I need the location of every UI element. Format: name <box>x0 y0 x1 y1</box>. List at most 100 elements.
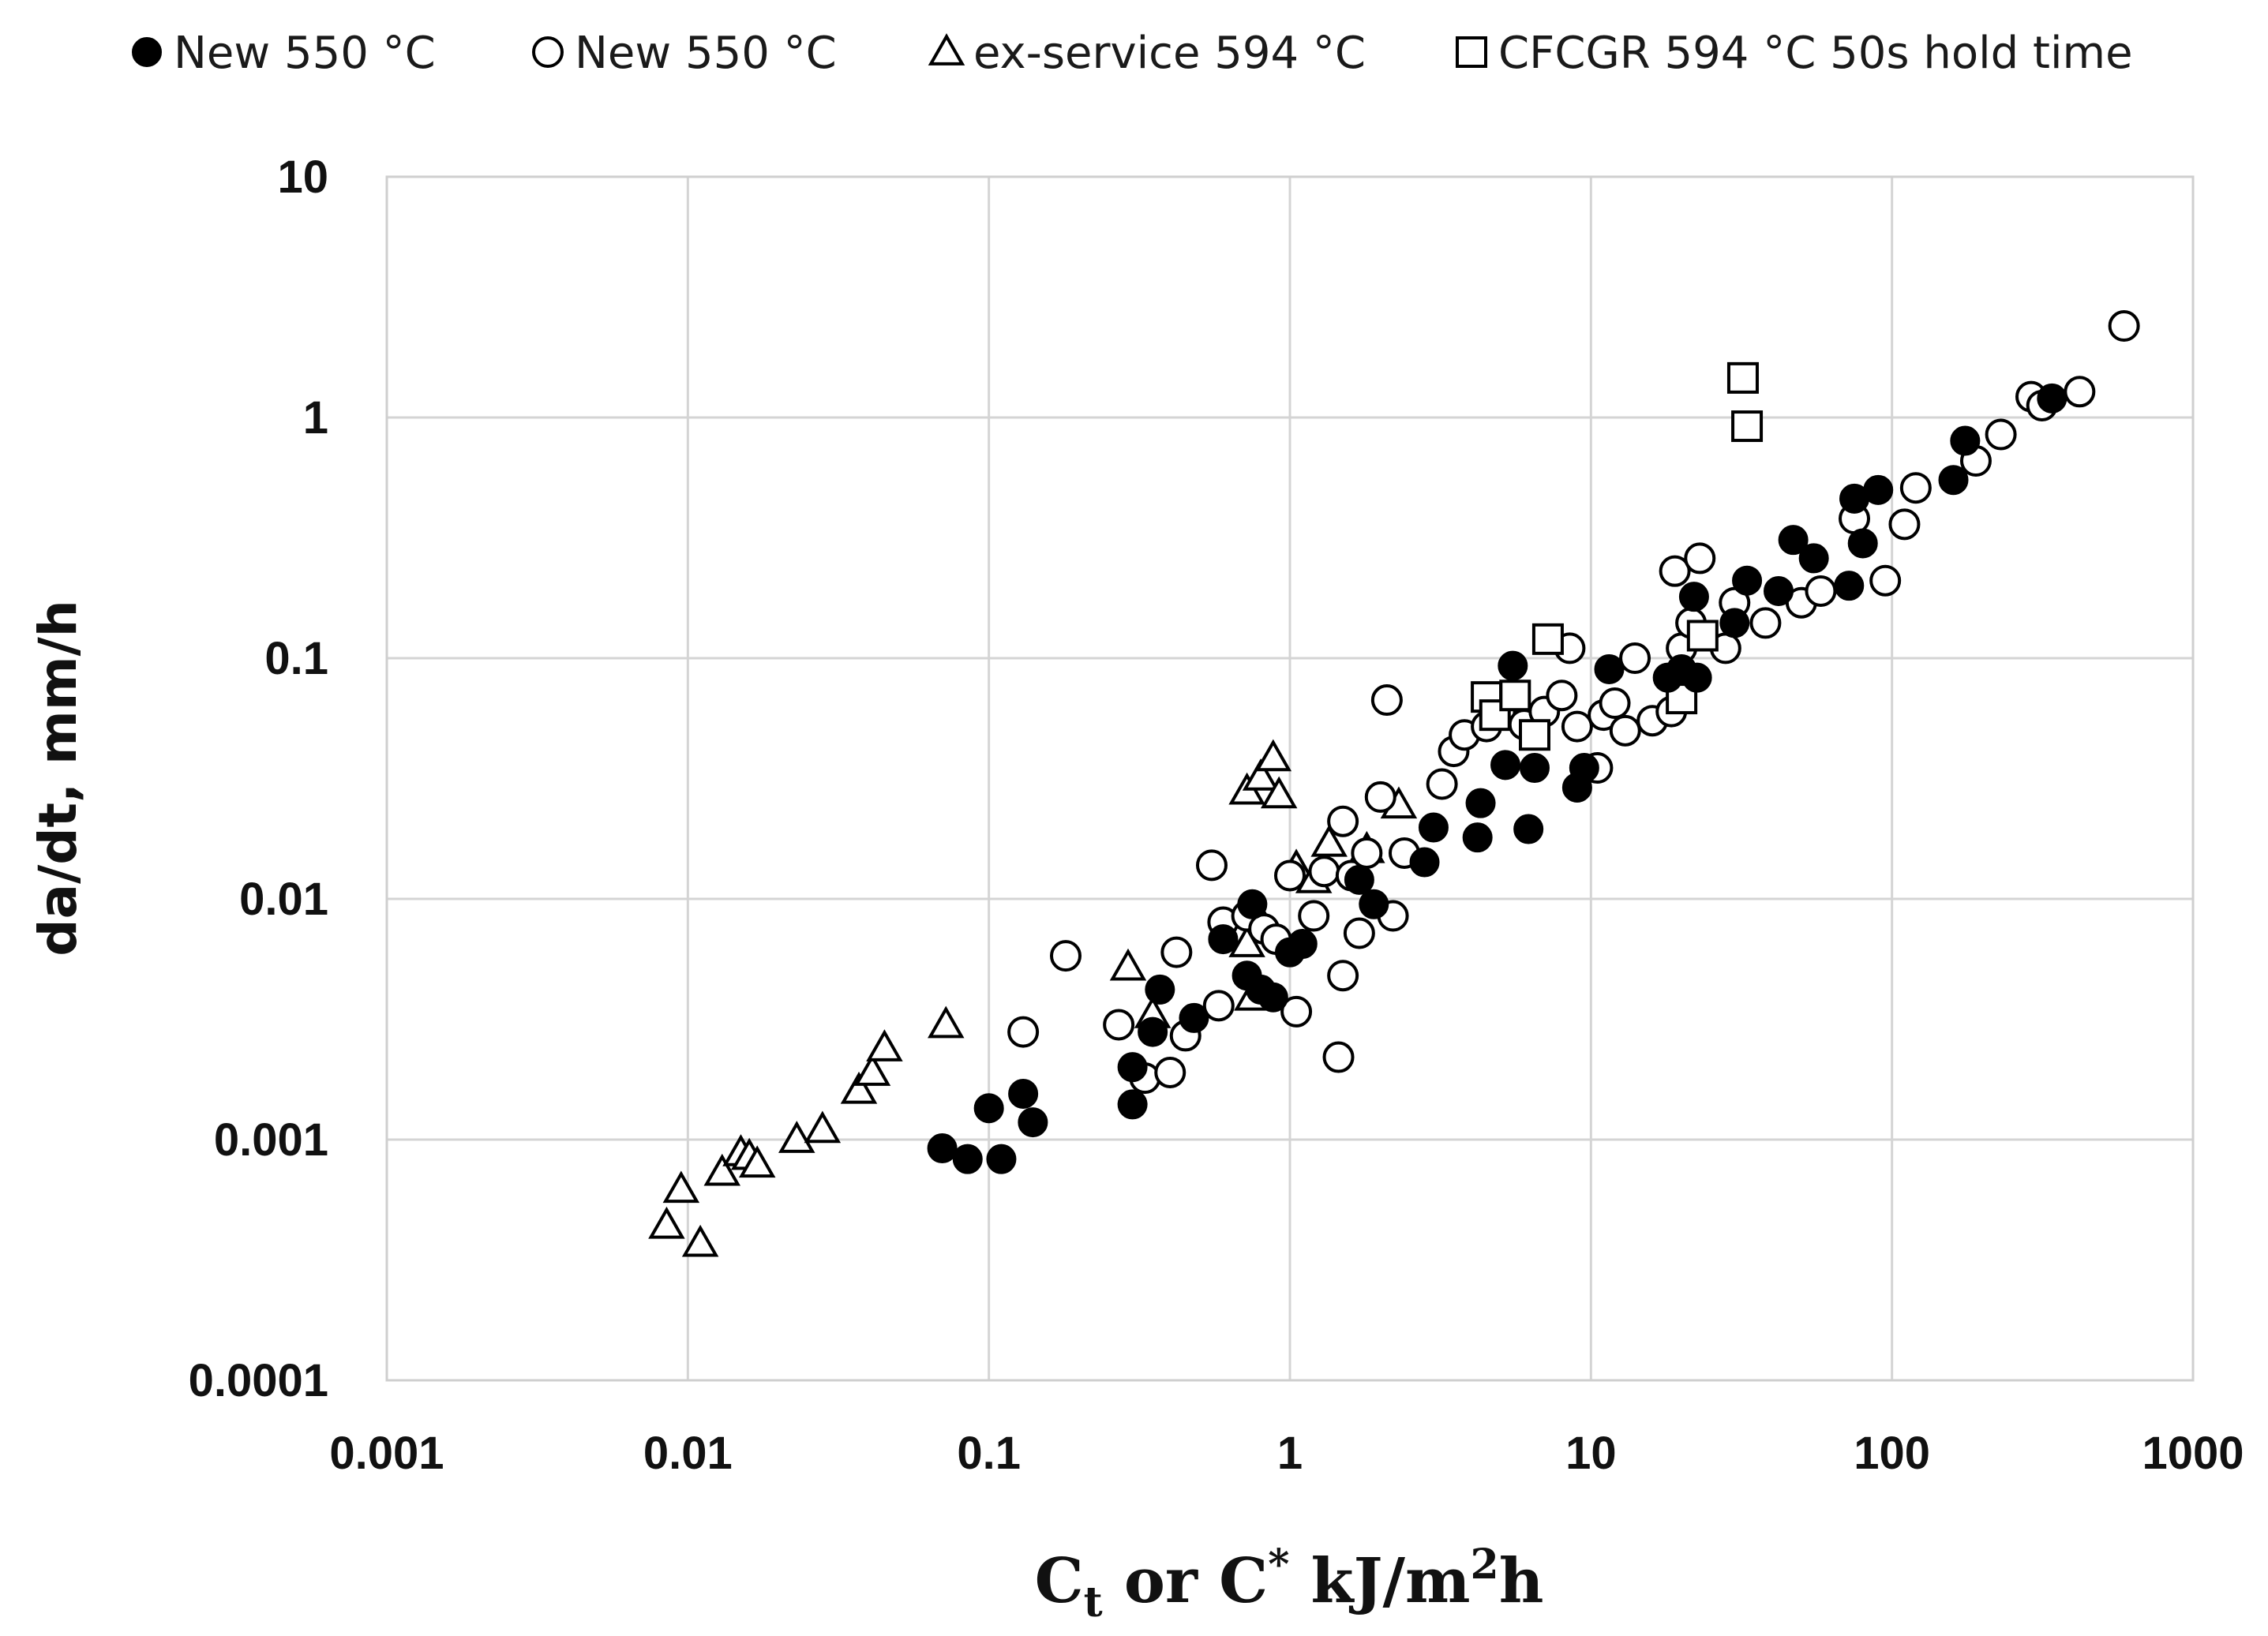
point-series0-21 <box>1418 812 1449 843</box>
point-series0-45 <box>1950 425 1981 456</box>
point-series0-43 <box>1863 474 1894 505</box>
point-series1-18 <box>1327 960 1359 992</box>
point-series1-22 <box>1351 837 1383 869</box>
point-series1-44 <box>1659 555 1691 587</box>
point-series0-19 <box>1359 889 1389 919</box>
point-series0-46 <box>2037 383 2067 414</box>
point-series1-23 <box>1364 781 1396 813</box>
point-series3-5 <box>1666 683 1698 715</box>
legend-marker-3 <box>1456 36 1487 68</box>
point-series0-15 <box>1258 982 1288 1013</box>
point-series1-0 <box>1007 1016 1040 1048</box>
point-series1-58 <box>1985 418 2017 451</box>
data-points <box>648 310 2140 1257</box>
point-series0-6 <box>1117 1089 1148 1120</box>
point-series1-2 <box>1103 1009 1135 1041</box>
x-tick-label: 100 <box>1854 1428 1930 1479</box>
x-axis-label-unit-superscript: 2 <box>1471 1541 1499 1589</box>
legend-label-2: ex-service 594 °C <box>973 28 1366 79</box>
legend-label-1: New 550 °C <box>575 28 837 79</box>
point-series0-36 <box>1732 565 1763 596</box>
point-series0-25 <box>1498 650 1528 681</box>
point-series1-17 <box>1322 1041 1355 1073</box>
point-series1-14 <box>1280 995 1313 1028</box>
x-tick-label: 0.001 <box>329 1428 444 1479</box>
y-tick-label: 0.1 <box>264 633 328 684</box>
point-series1-27 <box>1426 768 1458 800</box>
y-tick-label: 0.01 <box>239 874 328 925</box>
point-series3-4 <box>1531 623 1564 655</box>
point-series0-39 <box>1798 543 1829 574</box>
plot-area <box>385 175 2195 1382</box>
point-series1-7 <box>1195 849 1228 882</box>
x-axis-label-unit: kJ/m <box>1289 1545 1470 1617</box>
point-series0-44 <box>1938 465 1969 496</box>
point-series3-1 <box>1479 699 1511 732</box>
point-series1-50 <box>1749 607 1782 639</box>
point-series1-36 <box>1561 710 1593 743</box>
point-series3-7 <box>1726 361 1759 394</box>
point-series0-1 <box>952 1144 983 1174</box>
point-series3-3 <box>1518 719 1550 751</box>
y-axis-tick-labels: 0.0001 0.001 0.01 0.1 1 10 <box>189 152 328 1406</box>
legend-marker-1 <box>532 36 564 68</box>
point-series2-19 <box>1242 758 1280 791</box>
point-series0-20 <box>1409 847 1440 878</box>
point-series2-0 <box>648 1206 685 1239</box>
x-axis-tick-labels: 0.001 0.01 0.1 1 10 100 1000 <box>329 1428 2244 1479</box>
x-axis-label-superscript: * <box>1268 1541 1289 1589</box>
point-series0-34 <box>1681 662 1712 693</box>
point-series0-2 <box>973 1093 1004 1124</box>
point-series2-3 <box>703 1153 741 1186</box>
point-series2-15 <box>1228 925 1265 957</box>
point-series1-16 <box>1308 855 1340 888</box>
point-series1-24 <box>1370 684 1403 717</box>
y-tick-label: 10 <box>277 152 328 203</box>
point-series1-5 <box>1160 936 1193 968</box>
y-axis-label: da/dt, mm/h <box>28 600 88 956</box>
point-series2-1 <box>662 1170 700 1204</box>
y-tick-label: 1 <box>303 392 328 444</box>
point-series0-13 <box>1237 889 1268 919</box>
x-tick-label: 0.01 <box>643 1428 733 1479</box>
x-tick-label: 0.1 <box>957 1428 1021 1479</box>
point-series2-20 <box>1254 739 1292 772</box>
point-series0-42 <box>1847 528 1878 559</box>
point-series0-17 <box>1287 929 1318 960</box>
point-series0-35 <box>1719 608 1750 638</box>
x-tick-label: 1000 <box>2142 1428 2244 1479</box>
point-series2-10 <box>853 1054 891 1086</box>
point-series2-8 <box>804 1110 842 1144</box>
point-series1-34 <box>1546 679 1578 712</box>
point-series2-21 <box>1260 776 1298 809</box>
legend-label-3: CFCGR 594 °C 50s hold time <box>1498 28 2133 79</box>
point-series0-26 <box>1513 814 1544 844</box>
gridlines <box>385 175 2195 1382</box>
point-series1-40 <box>1609 714 1641 747</box>
point-series0-7 <box>1117 1052 1148 1083</box>
x-axis-label-middle: or C <box>1103 1545 1269 1617</box>
point-series0-8 <box>1138 1016 1168 1047</box>
x-tick-label: 1 <box>1277 1428 1303 1479</box>
point-series3-6 <box>1686 620 1719 652</box>
point-series0-38 <box>1778 525 1809 556</box>
point-series0-22 <box>1462 822 1493 853</box>
point-series1-4 <box>1154 1056 1186 1088</box>
point-series1-19 <box>1327 805 1359 837</box>
point-series0-33 <box>1678 582 1709 612</box>
point-series2-2 <box>681 1224 719 1257</box>
point-series0-23 <box>1465 788 1496 818</box>
x-axis-label-subscript: t <box>1084 1578 1103 1627</box>
y-tick-label: 0.0001 <box>189 1355 328 1406</box>
legend-label-0: New 550 °C <box>174 28 436 79</box>
point-series1-41 <box>1619 642 1651 674</box>
x-tick-label: 10 <box>1565 1428 1617 1479</box>
point-series1-1 <box>1050 940 1082 972</box>
point-series1-15 <box>1298 900 1330 932</box>
point-series1-62 <box>2108 310 2140 343</box>
point-series0-0 <box>927 1133 958 1164</box>
point-series0-4 <box>1008 1078 1039 1109</box>
point-series1-47 <box>1684 542 1716 575</box>
point-series0-11 <box>1208 924 1239 955</box>
